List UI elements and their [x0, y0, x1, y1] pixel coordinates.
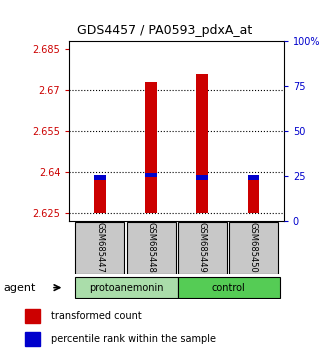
Bar [146, 82, 157, 213]
Text: GSM685449: GSM685449 [198, 222, 207, 273]
Bar [229, 222, 278, 274]
Text: GSM685447: GSM685447 [95, 222, 104, 273]
Bar [178, 222, 227, 274]
Text: GSM685450: GSM685450 [249, 222, 258, 273]
Bar [178, 277, 280, 298]
Bar [94, 177, 106, 213]
Text: protoanemonin: protoanemonin [89, 282, 164, 293]
Bar [126, 222, 176, 274]
Bar [76, 277, 178, 298]
Text: agent: agent [3, 282, 36, 293]
Bar [196, 176, 208, 179]
Text: GSM685448: GSM685448 [147, 222, 155, 273]
Text: GDS4457 / PA0593_pdxA_at: GDS4457 / PA0593_pdxA_at [77, 24, 253, 37]
Bar [248, 176, 259, 179]
Bar [146, 173, 157, 177]
Bar [248, 180, 259, 213]
Bar [25, 332, 40, 346]
Text: percentile rank within the sample: percentile rank within the sample [51, 334, 216, 344]
Bar [76, 222, 124, 274]
Text: transformed count: transformed count [51, 311, 142, 321]
Text: control: control [212, 282, 246, 293]
Bar [196, 74, 208, 213]
Bar [25, 309, 40, 323]
Bar [94, 176, 106, 179]
